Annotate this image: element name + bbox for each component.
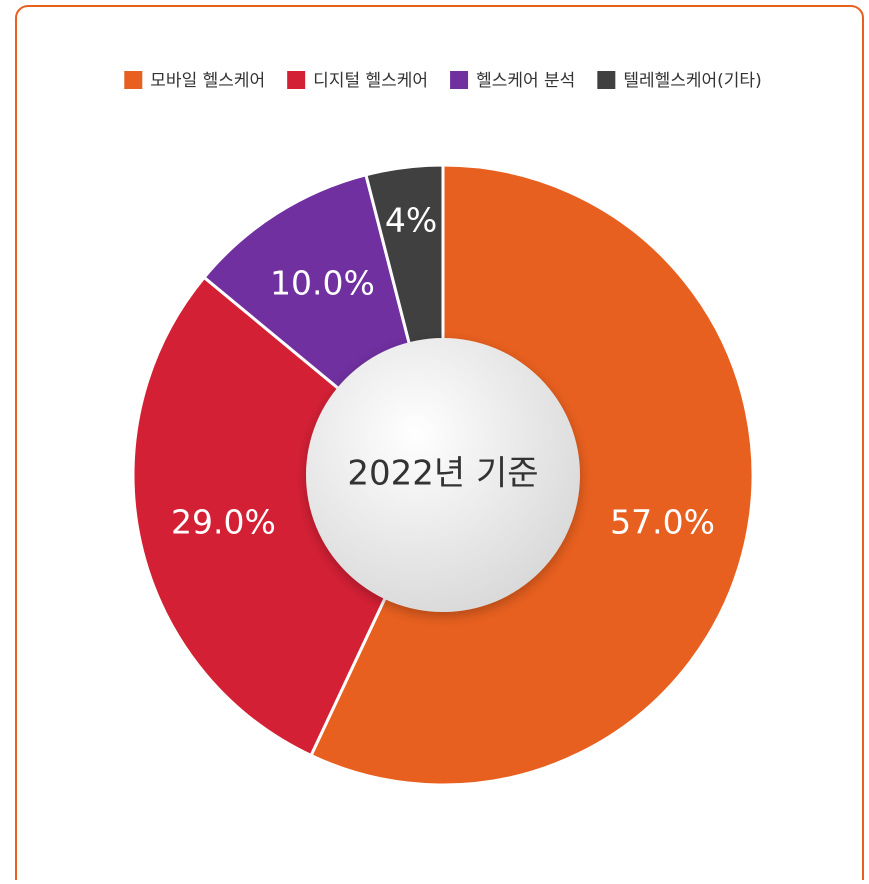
legend-label: 디지털 헬스케어 [313,71,428,91]
legend-label: 모바일 헬스케어 [150,71,265,91]
legend-item: 디지털 헬스케어 [287,71,428,91]
legend-label: 헬스케어 분석 [476,71,575,91]
center-circle [306,338,580,612]
donut: 57.0% 29.0% 10.0% 4% [131,163,755,787]
legend-swatch [287,71,306,89]
value-label: 4% [385,201,437,240]
legend-label: 텔레헬스케어(기타) [623,71,761,91]
legend-item: 모바일 헬스케어 [124,71,265,91]
center-text: 2022년 기준 [347,454,538,494]
legend-item: 텔레헬스케어(기타) [597,71,762,91]
legend: 모바일 헬스케어 디지털 헬스케어 헬스케어 분석 텔레헬스케어(기타) [124,71,762,91]
legend-item: 헬스케어 분석 [450,71,575,91]
value-label: 57.0% [610,503,715,542]
legend-swatch [597,71,616,89]
value-label: 29.0% [171,503,276,542]
value-label: 10.0% [270,264,375,303]
legend-swatch [450,71,469,89]
legend-swatch [124,71,143,89]
